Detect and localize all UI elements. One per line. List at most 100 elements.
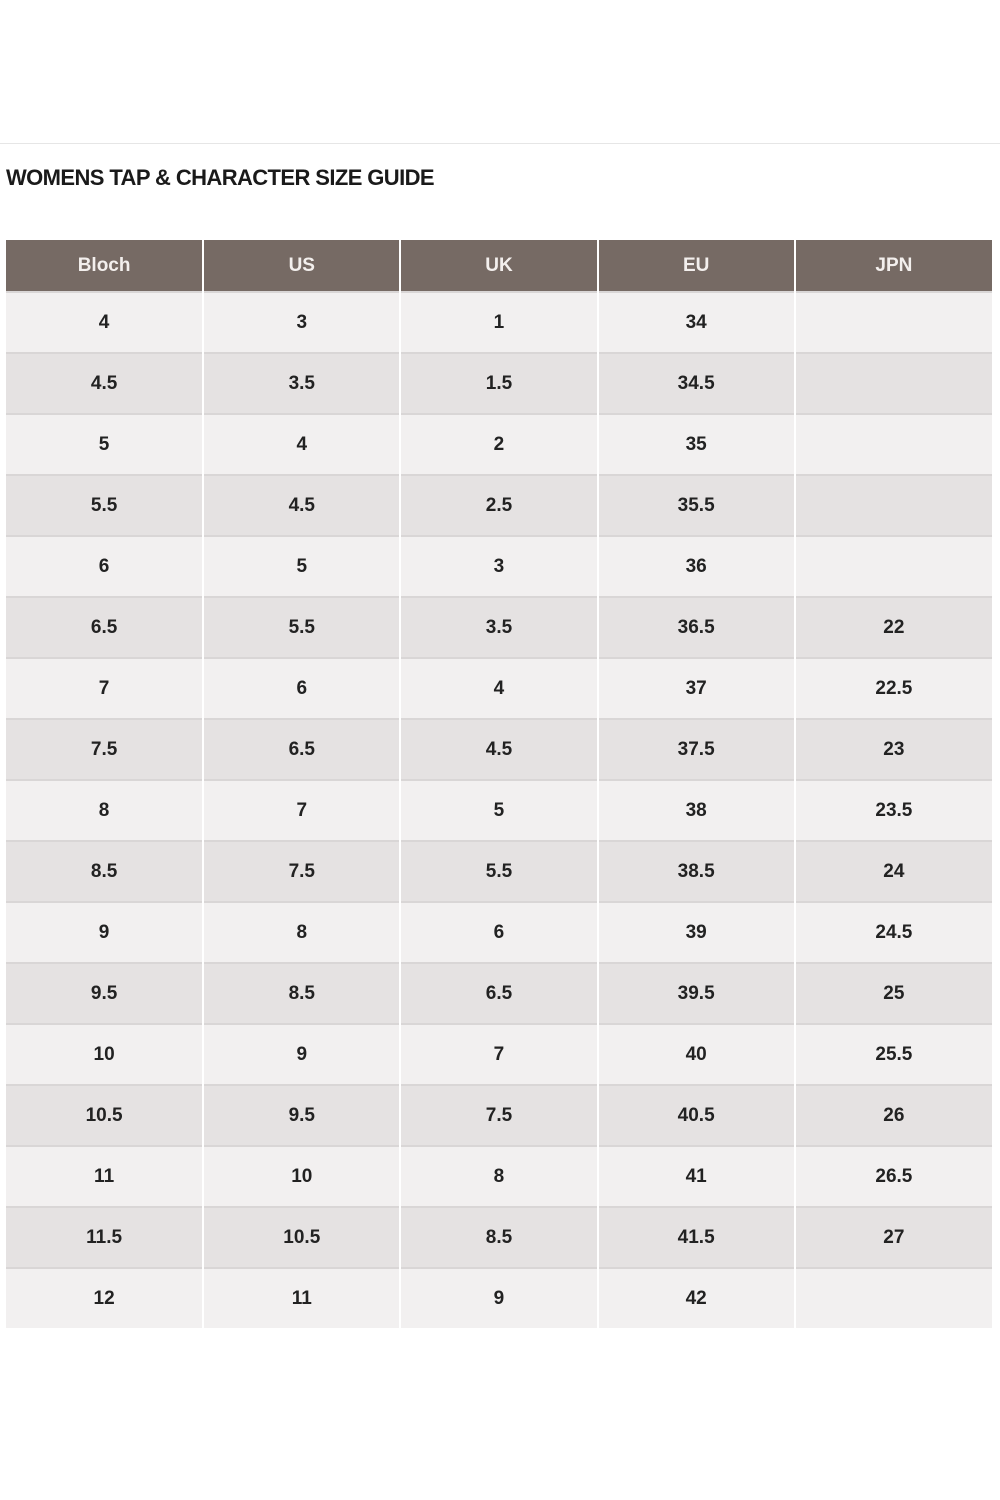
table-row: 8.5 7.5 5.5 38.5 24 (6, 840, 992, 902)
cell-uk: 5 (400, 779, 599, 841)
cell-jpn: 26.5 (794, 1145, 992, 1207)
cell-bloch: 12 (6, 1267, 205, 1328)
cell-us: 7 (203, 779, 402, 841)
cell-bloch: 6 (6, 535, 205, 597)
cell-us: 10.5 (203, 1206, 402, 1268)
cell-bloch: 5.5 (6, 474, 205, 536)
cell-eu: 38 (597, 779, 796, 841)
cell-jpn: 23 (794, 718, 992, 780)
table-row: 4 3 1 34 (6, 291, 992, 353)
table-row: 8 7 5 38 23.5 (6, 779, 992, 841)
cell-uk: 8 (400, 1145, 599, 1207)
cell-bloch: 11.5 (6, 1206, 205, 1268)
cell-eu: 39 (597, 901, 796, 963)
cell-bloch: 9.5 (6, 962, 205, 1024)
cell-jpn: 22.5 (794, 657, 992, 719)
cell-uk: 3.5 (400, 596, 599, 658)
cell-us: 6 (203, 657, 402, 719)
table-row: 9 8 6 39 24.5 (6, 901, 992, 963)
cell-eu: 35.5 (597, 474, 796, 536)
cell-bloch: 7.5 (6, 718, 205, 780)
cell-jpn (794, 535, 992, 597)
cell-uk: 4 (400, 657, 599, 719)
table-row: 6.5 5.5 3.5 36.5 22 (6, 596, 992, 658)
cell-bloch: 6.5 (6, 596, 205, 658)
table-row: 11 10 8 41 26.5 (6, 1145, 992, 1207)
cell-jpn: 24.5 (794, 901, 992, 963)
cell-eu: 34 (597, 291, 796, 353)
cell-jpn: 26 (794, 1084, 992, 1146)
cell-us: 10 (203, 1145, 402, 1207)
cell-bloch: 4.5 (6, 352, 205, 414)
table-row: 4.5 3.5 1.5 34.5 (6, 352, 992, 414)
cell-eu: 34.5 (597, 352, 796, 414)
cell-uk: 7.5 (400, 1084, 599, 1146)
cell-bloch: 8.5 (6, 840, 205, 902)
size-guide-table: Bloch US UK EU JPN 4 3 1 34 4.5 3.5 1.5 34.5 5 4 2 35 5.… (6, 240, 992, 1328)
cell-uk: 8.5 (400, 1206, 599, 1268)
cell-eu: 40 (597, 1023, 796, 1085)
cell-eu: 36.5 (597, 596, 796, 658)
cell-bloch: 5 (6, 413, 205, 475)
table-row: 12 11 9 42 (6, 1267, 992, 1328)
cell-us: 4 (203, 413, 402, 475)
cell-us: 8 (203, 901, 402, 963)
cell-us: 6.5 (203, 718, 402, 780)
cell-uk: 2.5 (400, 474, 599, 536)
cell-uk: 3 (400, 535, 599, 597)
cell-us: 9 (203, 1023, 402, 1085)
cell-uk: 9 (400, 1267, 599, 1328)
cell-jpn (794, 1267, 992, 1328)
cell-bloch: 10.5 (6, 1084, 205, 1146)
cell-eu: 39.5 (597, 962, 796, 1024)
cell-bloch: 9 (6, 901, 205, 963)
cell-us: 7.5 (203, 840, 402, 902)
page-title: WOMENS TAP & CHARACTER SIZE GUIDE (6, 165, 435, 190)
column-header-uk: UK (400, 240, 599, 292)
cell-eu: 37.5 (597, 718, 796, 780)
cell-uk: 1.5 (400, 352, 599, 414)
cell-us: 3.5 (203, 352, 402, 414)
cell-jpn (794, 474, 992, 536)
cell-uk: 4.5 (400, 718, 599, 780)
cell-jpn: 22 (794, 596, 992, 658)
cell-uk: 5.5 (400, 840, 599, 902)
cell-jpn: 23.5 (794, 779, 992, 841)
cell-us: 9.5 (203, 1084, 402, 1146)
table-row: 7 6 4 37 22.5 (6, 657, 992, 719)
cell-uk: 2 (400, 413, 599, 475)
table-row: 5.5 4.5 2.5 35.5 (6, 474, 992, 536)
cell-us: 5.5 (203, 596, 402, 658)
cell-bloch: 11 (6, 1145, 205, 1207)
cell-us: 3 (203, 291, 402, 353)
table-row: 10 9 7 40 25.5 (6, 1023, 992, 1085)
cell-jpn (794, 352, 992, 414)
table-header-row: Bloch US UK EU JPN (6, 240, 992, 292)
column-header-eu: EU (597, 240, 796, 292)
cell-jpn: 24 (794, 840, 992, 902)
cell-bloch: 4 (6, 291, 205, 353)
table-row: 10.5 9.5 7.5 40.5 26 (6, 1084, 992, 1146)
cell-bloch: 7 (6, 657, 205, 719)
cell-uk: 1 (400, 291, 599, 353)
cell-jpn: 25.5 (794, 1023, 992, 1085)
cell-bloch: 10 (6, 1023, 205, 1085)
cell-eu: 35 (597, 413, 796, 475)
cell-us: 8.5 (203, 962, 402, 1024)
cell-jpn (794, 291, 992, 353)
cell-uk: 7 (400, 1023, 599, 1085)
column-header-us: US (203, 240, 402, 292)
cell-eu: 36 (597, 535, 796, 597)
cell-jpn: 25 (794, 962, 992, 1024)
table-row: 9.5 8.5 6.5 39.5 25 (6, 962, 992, 1024)
table-row: 5 4 2 35 (6, 413, 992, 475)
cell-eu: 41 (597, 1145, 796, 1207)
cell-uk: 6 (400, 901, 599, 963)
cell-us: 4.5 (203, 474, 402, 536)
column-header-jpn: JPN (794, 240, 992, 292)
divider (0, 143, 1000, 144)
cell-jpn (794, 413, 992, 475)
cell-eu: 37 (597, 657, 796, 719)
table-row: 11.5 10.5 8.5 41.5 27 (6, 1206, 992, 1268)
cell-us: 5 (203, 535, 402, 597)
